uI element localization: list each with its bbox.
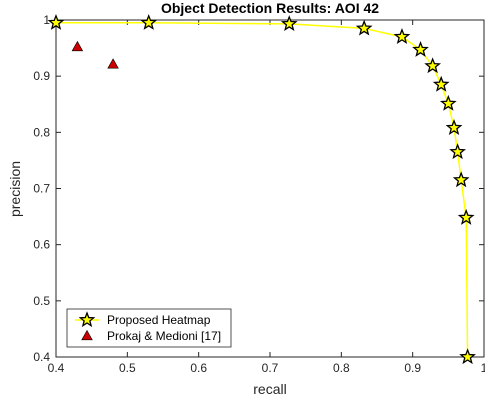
y-tick-label: 0.7 — [33, 182, 50, 196]
data-point — [424, 57, 442, 74]
data-point — [280, 15, 298, 32]
x-tick-label: 1 — [481, 361, 485, 375]
data-point — [432, 75, 450, 92]
data-point — [47, 14, 65, 30]
data-point — [393, 28, 411, 44]
data-point — [107, 58, 119, 69]
x-tick-label: 0.6 — [190, 361, 207, 375]
legend-marker — [81, 329, 93, 341]
data-point — [449, 143, 466, 160]
x-tick-label: 0.8 — [333, 361, 350, 375]
data-point — [412, 40, 429, 57]
y-tick-label: 0.8 — [33, 125, 50, 139]
y-tick-label: 0.5 — [33, 294, 50, 308]
y-tick-label: 1 — [43, 13, 50, 27]
x-axis-label: recall — [253, 381, 286, 397]
y-axis-label: precision — [7, 161, 23, 217]
legend-label: Prokaj & Medioni [17] — [107, 329, 221, 343]
x-tick-label: 0.7 — [262, 361, 279, 375]
legend-box — [66, 308, 232, 348]
plot-frame — [55, 19, 485, 358]
x-tick-label: 0.9 — [404, 361, 421, 375]
data-point — [445, 119, 463, 135]
data-point — [71, 40, 84, 52]
data-point — [452, 171, 470, 188]
plot-area — [55, 19, 485, 358]
y-tick-label: 0.9 — [33, 69, 50, 83]
data-point — [459, 348, 476, 365]
series-proposed-heatmap — [47, 14, 476, 365]
y-tick-label: 0.6 — [33, 238, 50, 252]
legend-label: Proposed Heatmap — [107, 313, 211, 327]
chart-title: Object Detection Results: AOI 42 — [161, 0, 379, 16]
series-layer — [47, 14, 476, 365]
tick-layer: 0.4 0.5 0.6 0.7 0.8 0.9 1 0.4 0.5 0.6 0.7 0.8 0.9 1 — [33, 13, 485, 375]
y-tick-label: 0.4 — [33, 350, 50, 364]
data-point — [355, 19, 373, 36]
x-tick-label: 0.4 — [48, 361, 65, 375]
data-point — [439, 94, 457, 111]
data-point — [140, 14, 158, 30]
legend-marker — [78, 311, 96, 328]
data-point — [457, 208, 475, 225]
x-tick-label: 0.5 — [119, 361, 136, 375]
legend: Proposed Heatmap Prokaj & Medioni [17] — [66, 308, 232, 348]
series-prokaj-medioni — [71, 40, 119, 69]
